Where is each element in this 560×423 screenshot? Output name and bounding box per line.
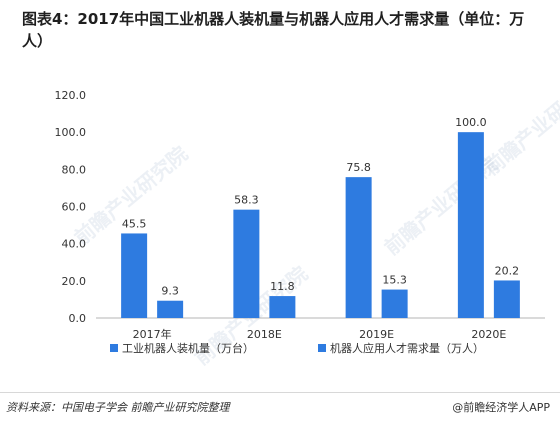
bar [233, 209, 260, 318]
footer: 资料来源：中国电子学会 前瞻产业研究院整理 @前瞻经济学人APP [0, 392, 560, 423]
legend-swatch [318, 344, 326, 352]
y-tick-label: 120.0 [55, 89, 87, 102]
y-tick-label: 60.0 [62, 201, 87, 214]
data-label: 75.8 [346, 161, 371, 174]
x-tick-label: 2018E [247, 328, 282, 341]
y-tick-label: 100.0 [55, 126, 87, 139]
data-label: 20.2 [495, 264, 520, 277]
brand-credit: @前瞻经济学人APP [452, 401, 550, 414]
y-tick-label: 0.0 [69, 312, 87, 325]
data-label: 9.3 [161, 285, 179, 298]
bar [157, 300, 184, 318]
chart-title: 图表4：2017年中国工业机器人装机量与机器人应用人才需求量（单位：万人） [22, 10, 525, 50]
y-tick-label: 20.0 [62, 275, 87, 288]
data-label: 100.0 [455, 116, 487, 129]
bar-chart: 0.0 20.0 40.0 60.0 80.0 100.0 120.0 45.5 9.3 2017… [55, 89, 545, 355]
data-label: 58.3 [234, 194, 259, 207]
data-label: 11.8 [270, 280, 295, 293]
bar [493, 280, 520, 318]
bar [121, 233, 148, 318]
x-tick-label: 2020E [471, 328, 506, 341]
bar [457, 132, 484, 318]
legend-swatch [110, 344, 118, 352]
bar [269, 296, 296, 318]
source-note: 资料来源：中国电子学会 前瞻产业研究院整理 [6, 401, 230, 414]
legend-label: 工业机器人装机量（万台） [122, 341, 254, 355]
data-label: 45.5 [122, 217, 147, 230]
y-tick-label: 80.0 [62, 163, 87, 176]
data-label: 15.3 [382, 274, 407, 287]
legend-label: 机器人应用人才需求量（万人） [330, 341, 484, 355]
x-tick-label: 2019E [359, 328, 394, 341]
x-tick-label: 2017年 [133, 327, 172, 341]
bar [381, 289, 408, 318]
y-tick-label: 40.0 [62, 238, 87, 251]
bar [345, 177, 372, 318]
